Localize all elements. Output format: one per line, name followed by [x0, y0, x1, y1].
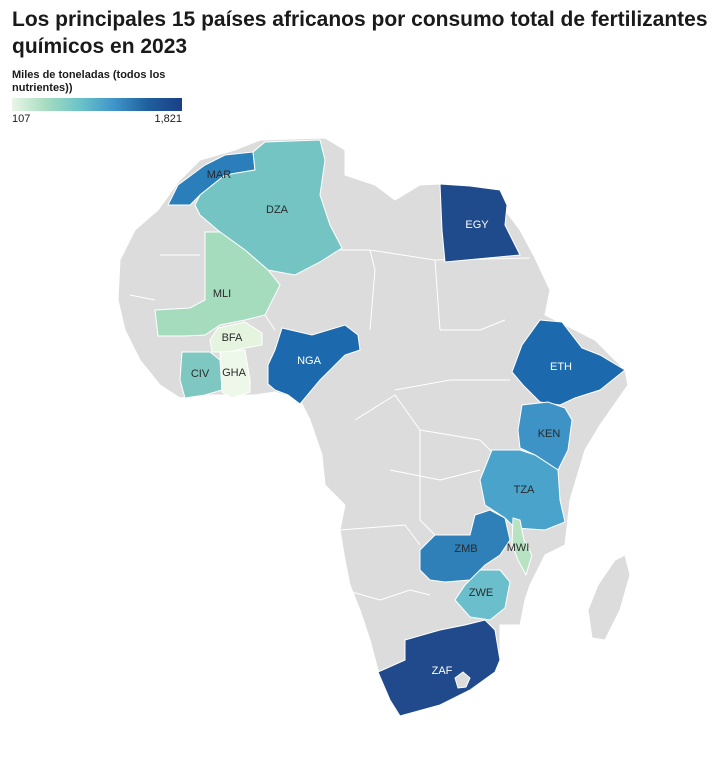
legend-max-label: 1,821	[154, 113, 182, 125]
label-ETH: ETH	[550, 361, 572, 373]
label-ZMB: ZMB	[454, 543, 477, 555]
legend-color-ramp	[12, 98, 182, 111]
label-TZA: TZA	[514, 484, 535, 496]
label-MLI: MLI	[213, 288, 231, 300]
label-ZWE: ZWE	[469, 587, 493, 599]
label-BFA: BFA	[222, 332, 243, 344]
country-CIV[interactable]	[179, 351, 223, 399]
legend-ticks: 107 1,821	[12, 113, 184, 127]
label-ZAF: ZAF	[432, 665, 453, 677]
label-DZA: DZA	[266, 204, 289, 216]
label-GHA: GHA	[222, 367, 247, 379]
label-NGA: NGA	[297, 355, 322, 367]
country-ZAF[interactable]	[377, 619, 501, 717]
label-EGY: EGY	[465, 219, 489, 231]
label-MWI: MWI	[507, 542, 530, 554]
country-EGY[interactable]	[439, 183, 521, 263]
lesotho-enclave	[454, 671, 471, 689]
country-ETH[interactable]	[511, 319, 626, 406]
country-MLI[interactable]	[154, 231, 281, 337]
country-TZA[interactable]	[479, 449, 566, 531]
label-CIV: CIV	[191, 368, 210, 380]
country-ZWE[interactable]	[454, 569, 511, 621]
country-KEN[interactable]	[517, 401, 573, 471]
country-MWI[interactable]	[511, 517, 533, 577]
country-ZMB[interactable]	[419, 509, 511, 583]
chart-title: Los principales 15 países africanos por …	[12, 8, 708, 58]
country-GHA[interactable]	[219, 349, 251, 399]
label-KEN: KEN	[538, 428, 561, 440]
country-DZA[interactable]	[194, 139, 343, 276]
country-BFA[interactable]	[209, 321, 263, 353]
label-MAR: MAR	[207, 169, 232, 181]
legend-title: Miles de toneladas (todos los nutrientes…	[12, 69, 166, 94]
color-legend: Miles de toneladas (todos los nutrientes…	[12, 69, 184, 127]
country-NGA[interactable]	[267, 324, 361, 405]
madagascar-landmass	[587, 554, 631, 641]
legend-min-label: 107	[12, 113, 31, 125]
